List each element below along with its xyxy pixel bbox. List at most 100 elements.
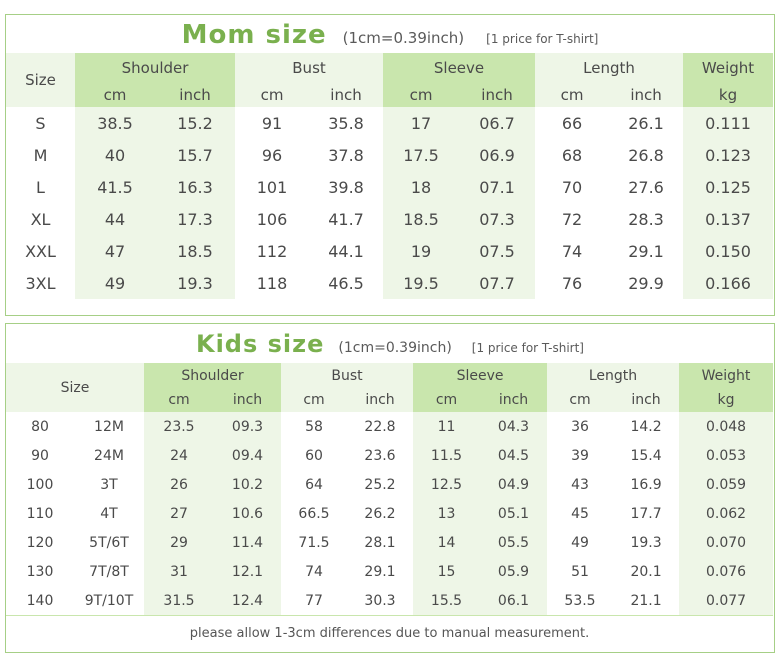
mom-header-row: Size Shoulder Bust Sleeve Length Weight: [6, 53, 774, 107]
mom-weight-header: Weight: [683, 53, 774, 82]
mom-table-cell: 19: [383, 235, 460, 267]
mom-table-cell: 17.5: [383, 139, 460, 171]
mom-table-cell: 3XL: [25, 273, 56, 293]
kids-table-cell: 26.2: [364, 505, 396, 522]
kids-table-cell: 110: [26, 505, 54, 522]
kids-table-cell: 130: [26, 563, 54, 580]
kids-table-row: 130 7T/8T 31 12.1 74 29.1 15 05.9 51 20.1 0.076: [6, 557, 774, 586]
mom-table-cell: XXL: [25, 241, 56, 261]
kids-table-cell: 66.5: [298, 505, 330, 522]
mom-table-row: S 38.5 15.2 91 35.8 17 06.7 66 26.1 0.111: [6, 107, 774, 139]
kids-table-cell: 10.2: [214, 470, 281, 499]
mom-unit: inch: [309, 82, 384, 107]
kids-sleeve-header: Sleeve: [413, 363, 548, 388]
mom-table-cell: 41.7: [328, 209, 364, 229]
kids-table-cell: 04.5: [480, 441, 548, 470]
mom-table-cell: 18.5: [383, 203, 460, 235]
kids-table-cell: 60: [305, 447, 323, 464]
kids-table-cell: 09.4: [214, 441, 281, 470]
mom-title-bar: Mom size (1cm=0.39inch) [1 price for T-shi…: [6, 17, 774, 53]
mom-table-cell: 35.8: [328, 113, 364, 133]
mom-table-cell: 37.8: [328, 145, 364, 165]
kids-table-cell: 7T/8T: [89, 563, 129, 580]
mom-table-cell: 0.166: [683, 267, 774, 299]
mom-table-cell: 72: [561, 209, 583, 229]
mom-table-row: XL 44 17.3 106 41.7 18.5 07.3 72 28.3 0.137: [6, 203, 774, 235]
mom-table-cell: M: [33, 145, 48, 165]
mom-table-cell: 118: [256, 273, 288, 293]
kids-table-row: 80 12M 23.5 09.3 58 22.8 11 04.3 36 14.2 0.048: [6, 412, 774, 441]
kids-table-row: 140 9T/10T 31.5 12.4 77 30.3 15.5 06.1 53.5 21.1 0…: [6, 586, 774, 616]
kids-size-chart: Kids size (1cm=0.39inch) [1 price for T-sh…: [5, 323, 775, 653]
mom-table-cell: 29.9: [628, 273, 664, 293]
mom-table-cell: 19.3: [155, 267, 236, 299]
mom-table-cell: XL: [30, 209, 51, 229]
kids-table-cell: 09.3: [214, 412, 281, 441]
kids-length-header: Length: [547, 363, 680, 388]
measurement-disclaimer: please allow 1-3cm differences due to ma…: [6, 615, 774, 650]
kids-table-cell: 12.1: [214, 557, 281, 586]
mom-table-cell: 44.1: [328, 241, 364, 261]
mom-table-cell: 27.6: [628, 177, 664, 197]
kids-table-cell: 14.2: [630, 418, 662, 435]
mom-table-cell: 15.7: [155, 139, 236, 171]
kids-table-cell: 58: [305, 418, 323, 435]
kids-weight-header: Weight: [679, 363, 774, 388]
kids-table-cell: 11: [413, 412, 481, 441]
mom-table-row: 3XL 49 19.3 118 46.5 19.5 07.7 76 29.9 0.166: [6, 267, 774, 299]
mom-unit: kg: [683, 82, 774, 107]
kids-size-table: Size Shoulder Bust Sleeve Length Weight …: [6, 363, 774, 650]
kids-price-note: [1 price for T-shirt]: [471, 341, 584, 355]
kids-table-cell: 74: [305, 563, 323, 580]
mom-table-row: M 40 15.7 96 37.8 17.5 06.9 68 26.8 0.123: [6, 139, 774, 171]
mom-table-cell: 96: [261, 145, 283, 165]
mom-unit-row: cm inch cm inch cm inch cm inch kg: [6, 82, 774, 107]
kids-table-cell: 49: [571, 534, 589, 551]
mom-shoulder-header: Shoulder: [75, 53, 236, 82]
kids-table-cell: 24: [144, 441, 214, 470]
kids-table-cell: 26: [144, 470, 214, 499]
kids-table-cell: 0.070: [679, 528, 774, 557]
kids-table-row: 120 5T/6T 29 11.4 71.5 28.1 14 05.5 49 19.3 0.070: [6, 528, 774, 557]
kids-table-cell: 9T/10T: [84, 592, 134, 609]
mom-table-cell: 49: [75, 267, 155, 299]
kids-table-cell: 53.5: [564, 592, 596, 609]
mom-unit: inch: [155, 82, 236, 107]
kids-unit: kg: [679, 388, 774, 412]
kids-table-cell: 12.5: [413, 470, 481, 499]
kids-table-cell: 10.6: [214, 499, 281, 528]
mom-unit: inch: [609, 82, 684, 107]
kids-table-row: 90 24M 24 09.4 60 23.6 11.5 04.5 39 15.4 0.053: [6, 441, 774, 470]
kids-unit-row: cm inch cm inch cm inch cm inch kg: [6, 388, 774, 412]
mom-sleeve-header: Sleeve: [383, 53, 536, 82]
mom-size-table: Size Shoulder Bust Sleeve Length Weight …: [6, 53, 774, 299]
kids-table-cell: 15.5: [413, 586, 481, 616]
mom-table-cell: 07.5: [459, 235, 536, 267]
kids-table-cell: 120: [26, 534, 54, 551]
mom-table-cell: 0.125: [683, 171, 774, 203]
mom-table-cell: 16.3: [155, 171, 236, 203]
mom-table-cell: 07.7: [459, 267, 536, 299]
mom-conversion: (1cm=0.39inch): [342, 29, 465, 47]
kids-table-cell: 71.5: [298, 534, 330, 551]
kids-table-cell: 23.5: [144, 412, 214, 441]
mom-table-cell: 19.5: [383, 267, 460, 299]
mom-table-cell: 17.3: [155, 203, 236, 235]
mom-table-cell: 39.8: [328, 177, 364, 197]
kids-table-cell: 15: [413, 557, 481, 586]
mom-table-cell: S: [35, 113, 46, 133]
mom-title: Mom size: [181, 20, 327, 50]
kids-table-cell: 3T: [100, 476, 118, 493]
kids-table-row: 100 3T 26 10.2 64 25.2 12.5 04.9 43 16.9 0.059: [6, 470, 774, 499]
mom-table-cell: 17: [383, 107, 460, 139]
mom-table-row: XXL 47 18.5 112 44.1 19 07.5 74 29.1 0.150: [6, 235, 774, 267]
kids-table-cell: 0.053: [679, 441, 774, 470]
kids-unit: inch: [613, 388, 680, 412]
kids-conversion: (1cm=0.39inch): [338, 340, 452, 356]
kids-table-cell: 05.1: [480, 499, 548, 528]
mom-table-cell: 74: [561, 241, 583, 261]
mom-table-row: L 41.5 16.3 101 39.8 18 07.1 70 27.6 0.125: [6, 171, 774, 203]
kids-table-cell: 90: [31, 447, 49, 464]
mom-length-header: Length: [535, 53, 684, 82]
kids-table-cell: 140: [26, 592, 54, 609]
